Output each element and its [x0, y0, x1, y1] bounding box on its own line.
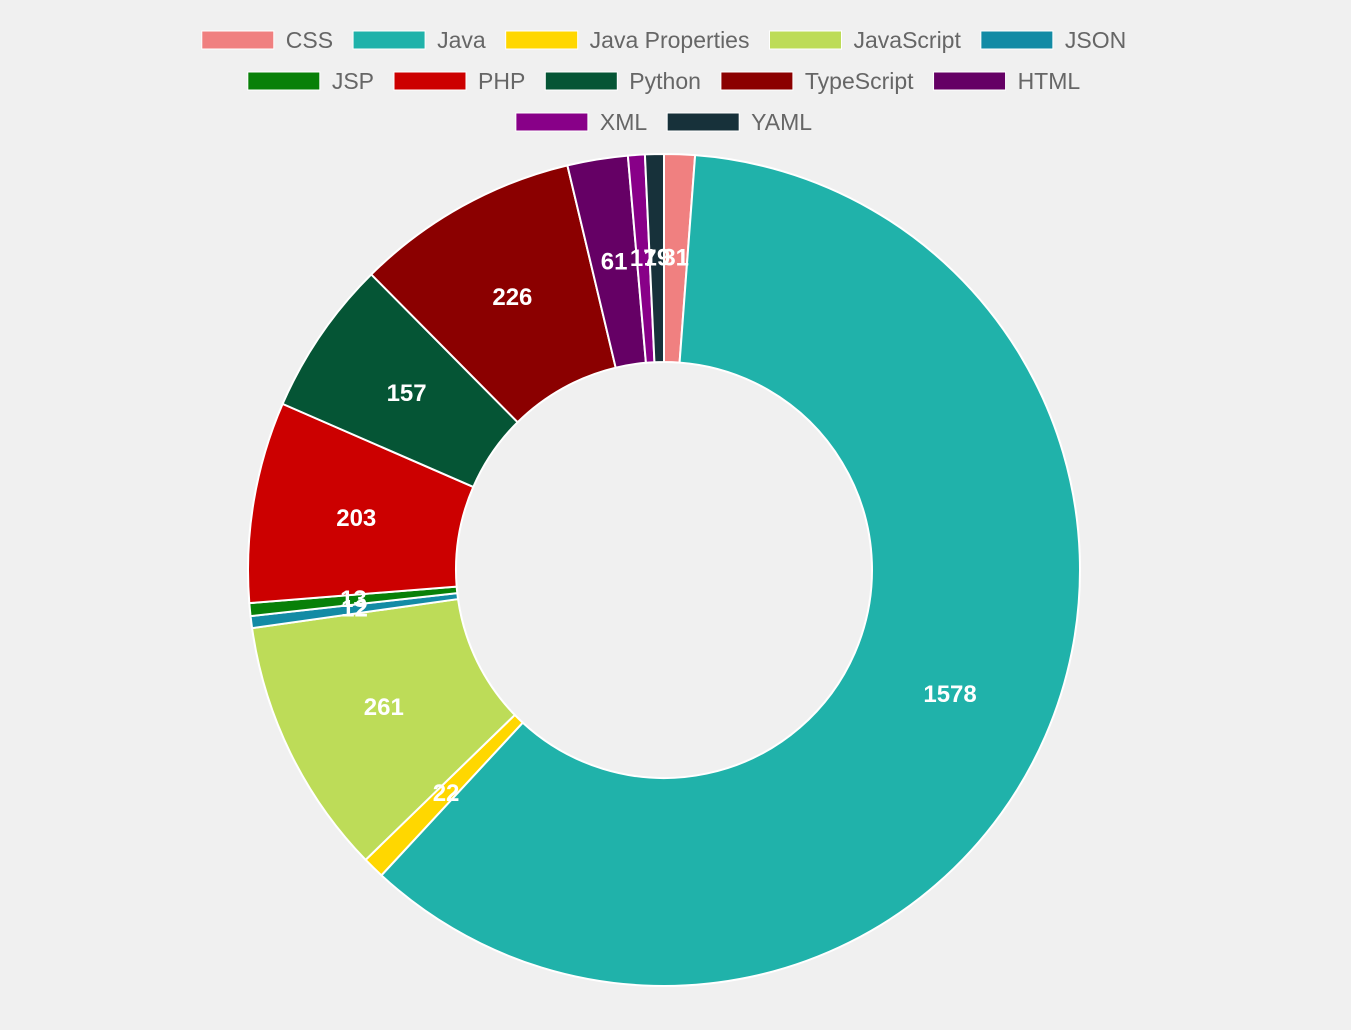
slice-yaml[interactable]: [643, 152, 665, 364]
slice-label-yaml: 19: [643, 245, 670, 272]
legend-item-javascript[interactable]: JavaScript: [768, 27, 961, 53]
legend-label: Java Properties: [590, 27, 750, 53]
slice-label-php: 203: [336, 505, 376, 532]
legend-label: JavaScript: [853, 27, 961, 53]
legend-item-typescript[interactable]: TypeScript: [720, 68, 914, 94]
legend-swatch: [247, 71, 321, 91]
slice-label-html: 61: [601, 249, 628, 276]
legend-item-yaml[interactable]: YAML: [666, 109, 812, 135]
legend-swatch: [201, 30, 275, 50]
legend-label: HTML: [1018, 68, 1081, 94]
legend-item-json[interactable]: JSON: [980, 27, 1126, 53]
legend-swatch: [393, 71, 467, 91]
legend-item-html[interactable]: HTML: [933, 68, 1081, 94]
slice-label-java-properties: 22: [433, 780, 460, 807]
legend-item-jsp[interactable]: JSP: [247, 68, 374, 94]
legend-item-css[interactable]: CSS: [201, 27, 333, 53]
legend-swatch: [980, 30, 1054, 50]
legend-swatch: [933, 71, 1007, 91]
slice-label-css: 31: [662, 245, 689, 272]
legend-swatch: [352, 30, 426, 50]
legend-item-java-properties[interactable]: Java Properties: [505, 27, 750, 53]
slice-label-javascript: 261: [364, 694, 404, 721]
legend-label: YAML: [751, 109, 812, 135]
legend-label: CSS: [286, 27, 333, 53]
legend-label: PHP: [478, 68, 525, 94]
slice-label-typescript: 226: [492, 284, 532, 311]
legend: CSS Java Java Properties JavaScript JSON JSP P…: [201, 27, 1126, 135]
legend-label: JSP: [332, 68, 374, 94]
legend-item-xml[interactable]: XML: [515, 109, 648, 135]
legend-swatch: [505, 30, 579, 50]
slice-java[interactable]: [380, 154, 1081, 987]
legend-swatch: [515, 112, 589, 132]
legend-swatch: [768, 30, 842, 50]
legend-label: Java: [437, 27, 486, 53]
legend-label: JSON: [1065, 27, 1126, 53]
slice-label-json: 12: [341, 596, 368, 623]
slice-label-xml: 17: [630, 245, 657, 272]
slice-javascript[interactable]: [250, 597, 517, 862]
legend-item-java[interactable]: Java: [352, 27, 486, 53]
slice-label-jsp: 13: [340, 586, 367, 613]
legend-label: Python: [629, 68, 701, 94]
doughnut-slices: [247, 152, 1081, 987]
slice-label-python: 157: [387, 380, 427, 407]
legend-swatch: [720, 71, 794, 91]
legend-swatch: [666, 112, 740, 132]
slice-label-java: 1578: [923, 681, 976, 708]
legend-label: TypeScript: [805, 68, 914, 94]
legend-label: XML: [600, 109, 648, 135]
legend-item-python[interactable]: Python: [544, 68, 701, 94]
legend-item-php[interactable]: PHP: [393, 68, 525, 94]
legend-swatch: [544, 71, 618, 91]
